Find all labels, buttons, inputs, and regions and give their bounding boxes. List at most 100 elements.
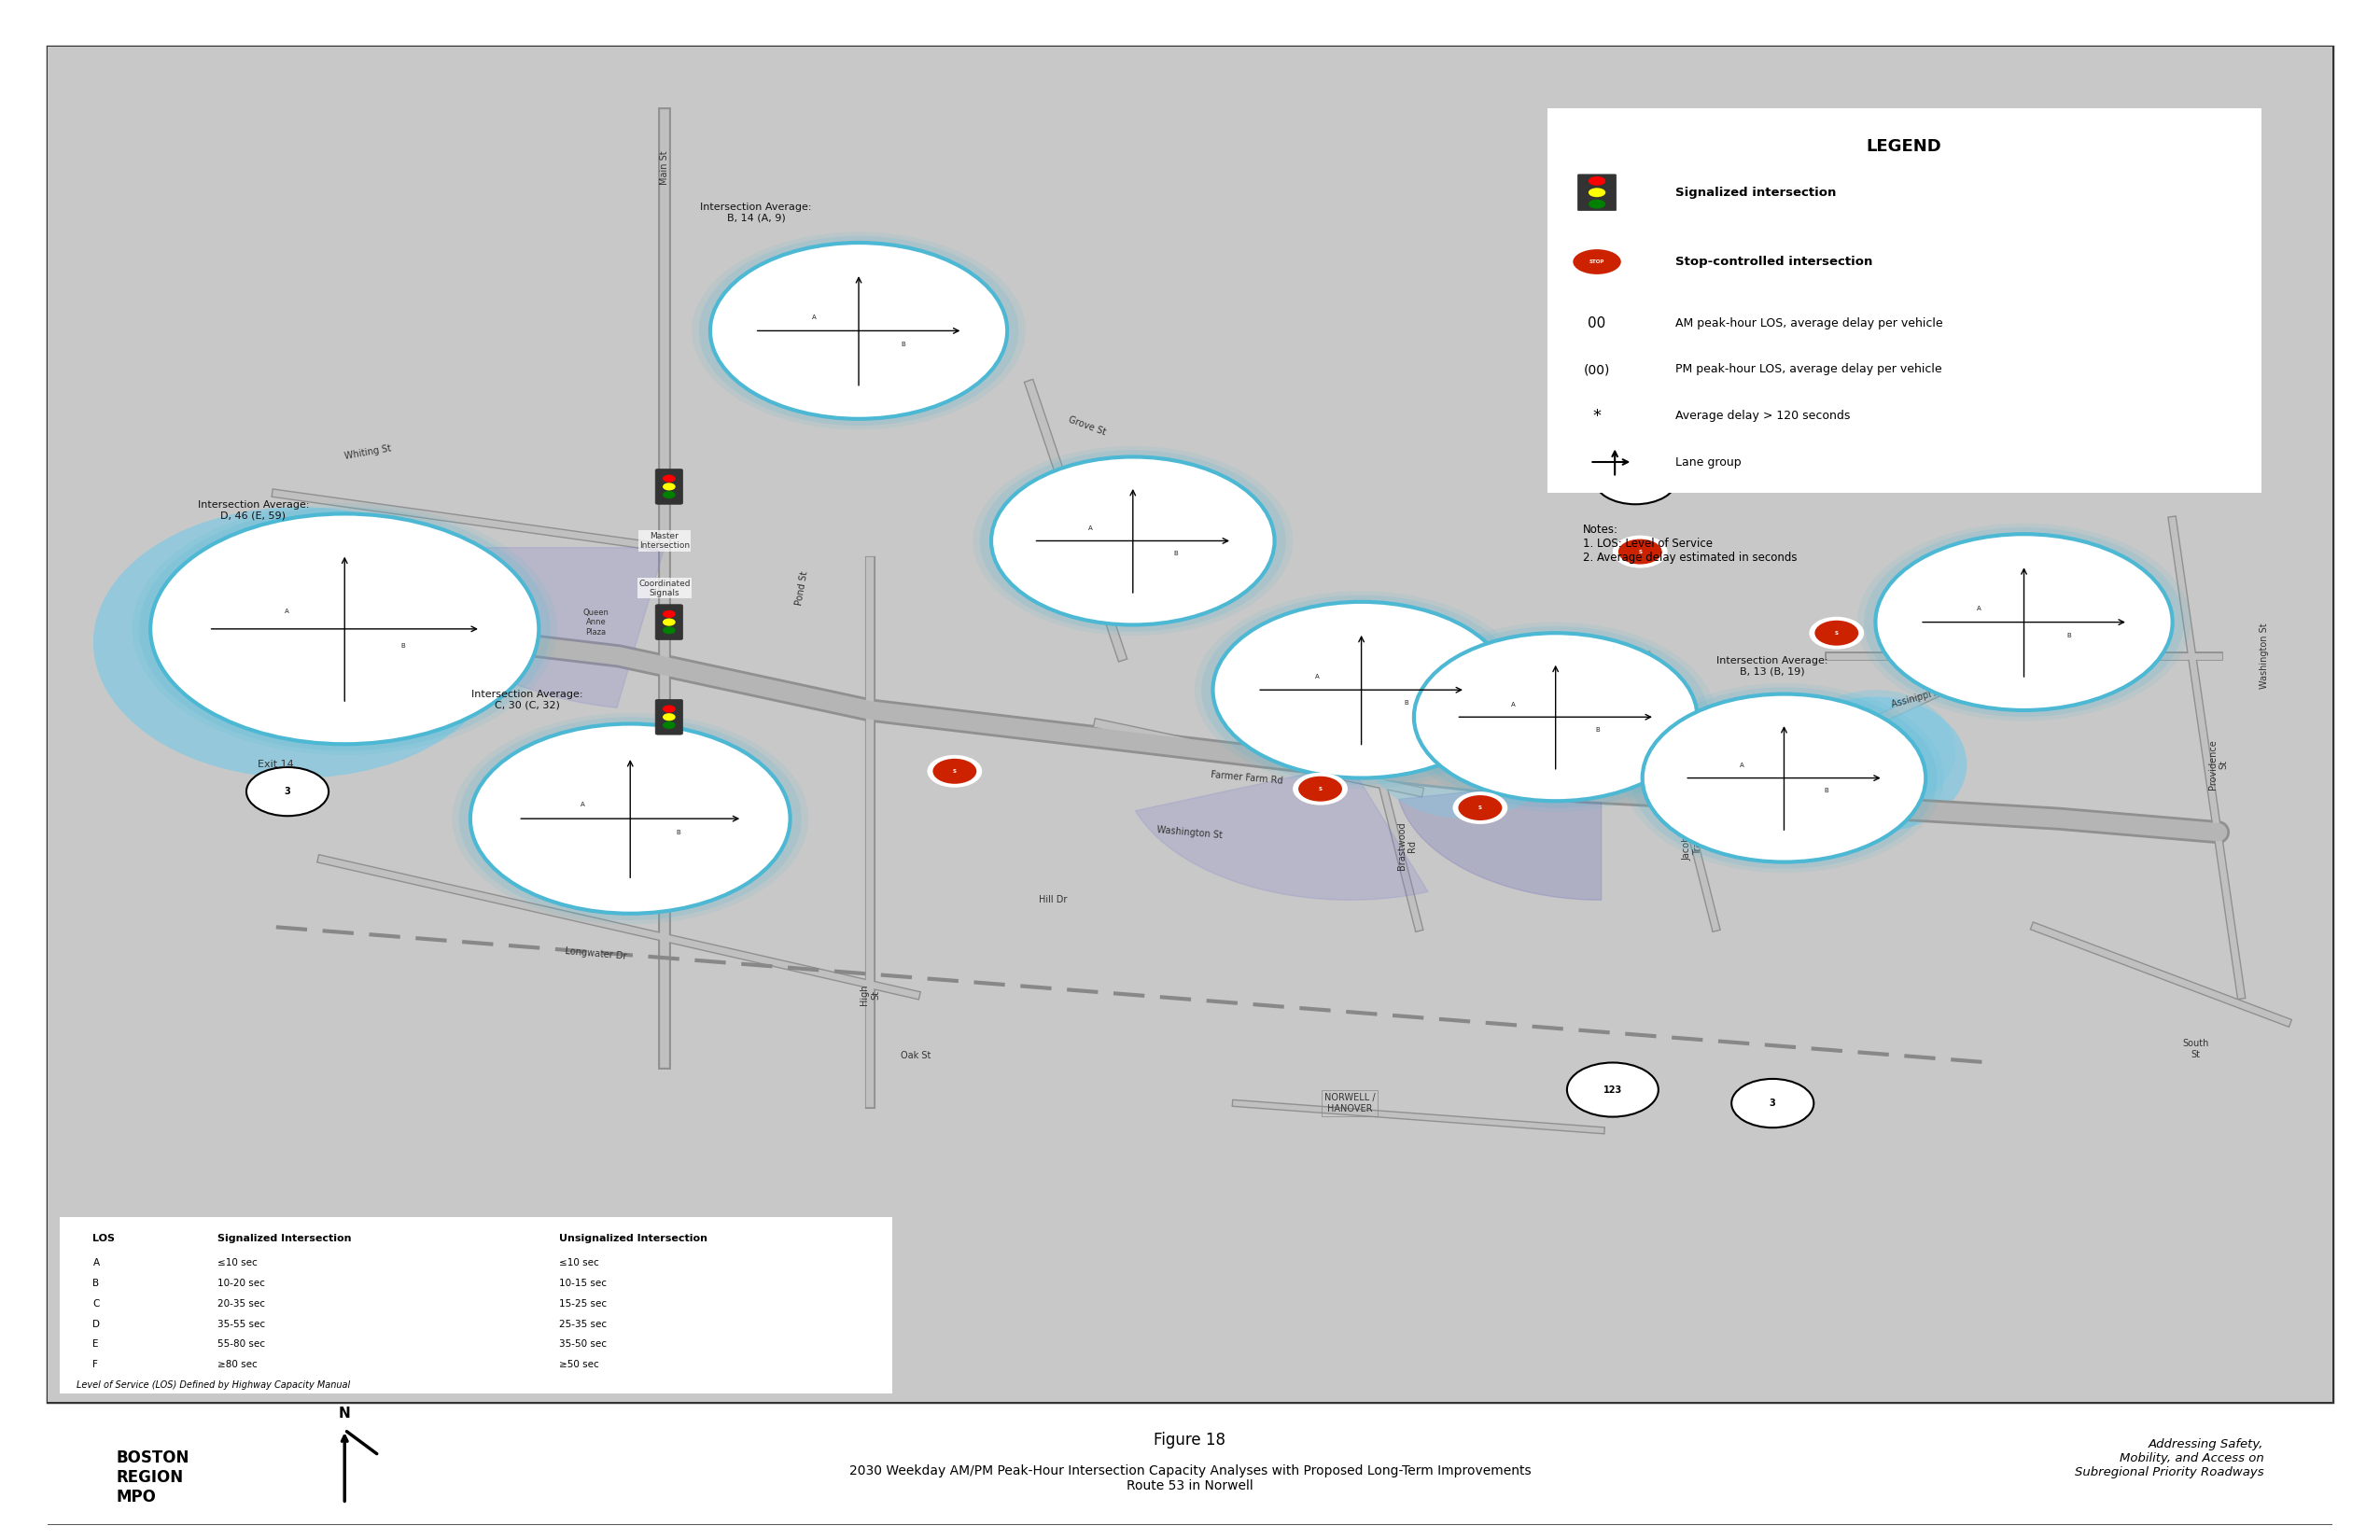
Ellipse shape bbox=[1785, 696, 1966, 832]
Circle shape bbox=[981, 450, 1285, 631]
Circle shape bbox=[662, 610, 676, 618]
Text: A: A bbox=[1740, 762, 1745, 768]
Circle shape bbox=[1587, 199, 1607, 209]
Text: (00): (00) bbox=[1583, 363, 1611, 376]
Circle shape bbox=[1297, 775, 1342, 802]
Text: Farmer Farm Rd: Farmer Farm Rd bbox=[1211, 770, 1283, 785]
Circle shape bbox=[1214, 602, 1509, 778]
Text: Washington St: Washington St bbox=[2259, 624, 2268, 688]
Text: 53: 53 bbox=[440, 556, 455, 565]
Circle shape bbox=[662, 705, 676, 713]
FancyBboxPatch shape bbox=[654, 470, 683, 504]
Text: Washington St: Washington St bbox=[1157, 825, 1223, 839]
FancyBboxPatch shape bbox=[1533, 100, 2275, 500]
Text: S: S bbox=[1637, 550, 1642, 554]
Text: 3: 3 bbox=[283, 787, 290, 796]
Text: 3: 3 bbox=[1768, 1098, 1775, 1107]
Text: B: B bbox=[902, 342, 904, 346]
Text: E: E bbox=[93, 1340, 100, 1349]
Text: NORWELL /
HANOVER: NORWELL / HANOVER bbox=[1323, 1093, 1376, 1113]
Circle shape bbox=[459, 718, 802, 921]
Text: Accord
Pond: Accord Pond bbox=[386, 701, 416, 721]
Text: 35-50 sec: 35-50 sec bbox=[559, 1340, 607, 1349]
Text: S: S bbox=[952, 768, 957, 773]
Text: B: B bbox=[1173, 551, 1178, 556]
Circle shape bbox=[662, 627, 676, 634]
Text: A: A bbox=[1314, 675, 1319, 679]
Text: AM peak-hour LOS, average delay per vehicle: AM peak-hour LOS, average delay per vehi… bbox=[1676, 317, 1942, 330]
Text: Coordinated
Signals: Coordinated Signals bbox=[638, 579, 690, 598]
Circle shape bbox=[1202, 594, 1521, 785]
Text: Lane group: Lane group bbox=[1676, 456, 1742, 468]
Text: ≥80 sec: ≥80 sec bbox=[219, 1360, 257, 1369]
Circle shape bbox=[1614, 536, 1668, 568]
Text: Jacobs
Pond: Jacobs Pond bbox=[1861, 781, 1890, 802]
Text: 25-35 sec: 25-35 sec bbox=[559, 1320, 607, 1329]
FancyBboxPatch shape bbox=[1578, 174, 1616, 211]
Circle shape bbox=[1595, 456, 1676, 504]
Circle shape bbox=[1733, 1080, 1814, 1127]
Circle shape bbox=[1395, 622, 1716, 812]
Text: Jacobs
Trail: Jacobs Trail bbox=[1683, 832, 1702, 861]
Text: N: N bbox=[338, 1406, 350, 1420]
Circle shape bbox=[662, 491, 676, 499]
Text: Master
Intersection: Master Intersection bbox=[640, 531, 690, 550]
Polygon shape bbox=[390, 548, 664, 708]
Text: Exit 14: Exit 14 bbox=[257, 759, 295, 768]
Circle shape bbox=[662, 474, 676, 482]
Circle shape bbox=[1618, 537, 1664, 565]
Circle shape bbox=[1623, 684, 1944, 873]
Circle shape bbox=[973, 447, 1292, 636]
Text: A: A bbox=[1088, 525, 1092, 531]
Text: LOS: LOS bbox=[93, 1234, 114, 1244]
Text: A: A bbox=[812, 314, 816, 320]
Text: Intersection Average:
C, 30 (C, 32): Intersection Average: C, 30 (C, 32) bbox=[471, 690, 583, 710]
Circle shape bbox=[1814, 619, 1859, 647]
Text: ≤10 sec: ≤10 sec bbox=[559, 1258, 600, 1267]
Text: *: * bbox=[1592, 408, 1602, 424]
Circle shape bbox=[1414, 633, 1697, 801]
Circle shape bbox=[933, 758, 978, 785]
Text: Grove St: Grove St bbox=[1066, 414, 1107, 437]
Text: Main St: Main St bbox=[2018, 556, 2052, 565]
Text: Intersection Average:
D, 46 (E, 59): Intersection Average: D, 46 (E, 59) bbox=[198, 500, 309, 521]
Circle shape bbox=[1566, 1063, 1659, 1116]
Polygon shape bbox=[1399, 778, 1602, 899]
Text: A: A bbox=[581, 802, 585, 807]
Text: Assinippi Ave: Assinippi Ave bbox=[1890, 684, 1952, 708]
Circle shape bbox=[1630, 687, 1937, 869]
Text: B: B bbox=[676, 830, 681, 836]
Text: Providence
St: Providence St bbox=[2209, 739, 2228, 790]
Text: F: F bbox=[93, 1360, 98, 1369]
Text: D: D bbox=[93, 1320, 100, 1329]
Text: S: S bbox=[1478, 805, 1483, 810]
Text: 55-80 sec: 55-80 sec bbox=[219, 1340, 264, 1349]
Text: 15-25 sec: 15-25 sec bbox=[559, 1298, 607, 1309]
Text: Signalized Intersection: Signalized Intersection bbox=[219, 1234, 352, 1244]
Text: A: A bbox=[93, 1258, 100, 1267]
Text: B: B bbox=[1597, 727, 1599, 733]
Text: 2030 Weekday AM/PM Peak-Hour Intersection Capacity Analyses with Proposed Long-T: 2030 Weekday AM/PM Peak-Hour Intersectio… bbox=[850, 1465, 1530, 1492]
FancyBboxPatch shape bbox=[654, 605, 683, 639]
Circle shape bbox=[1809, 616, 1864, 650]
Text: B: B bbox=[93, 1278, 100, 1287]
Text: 123: 123 bbox=[1604, 1086, 1623, 1095]
FancyBboxPatch shape bbox=[24, 1408, 2356, 1526]
Text: Addressing Safety,
Mobility, and Access on
Subregional Priority Roadways: Addressing Safety, Mobility, and Access … bbox=[2075, 1438, 2263, 1478]
Text: Oak St: Oak St bbox=[900, 1052, 931, 1061]
Circle shape bbox=[248, 767, 328, 816]
Text: Level of Service (LOS) Defined by Highway Capacity Manual: Level of Service (LOS) Defined by Highwa… bbox=[76, 1381, 350, 1391]
FancyBboxPatch shape bbox=[654, 699, 683, 735]
Text: Stop-controlled intersection: Stop-controlled intersection bbox=[1676, 256, 1873, 268]
Text: B: B bbox=[400, 644, 405, 648]
Circle shape bbox=[1457, 795, 1504, 821]
Circle shape bbox=[662, 713, 676, 721]
Text: 10-15 sec: 10-15 sec bbox=[559, 1278, 607, 1287]
Circle shape bbox=[693, 233, 1026, 430]
Text: 10-20 sec: 10-20 sec bbox=[219, 1278, 264, 1287]
Text: BOSTON
REGION
MPO: BOSTON REGION MPO bbox=[117, 1449, 190, 1505]
Text: Brastwood
Rd: Brastwood Rd bbox=[1397, 822, 1416, 870]
Text: A: A bbox=[1978, 607, 1983, 611]
Text: 32: 32 bbox=[1630, 476, 1642, 485]
Circle shape bbox=[407, 537, 488, 585]
